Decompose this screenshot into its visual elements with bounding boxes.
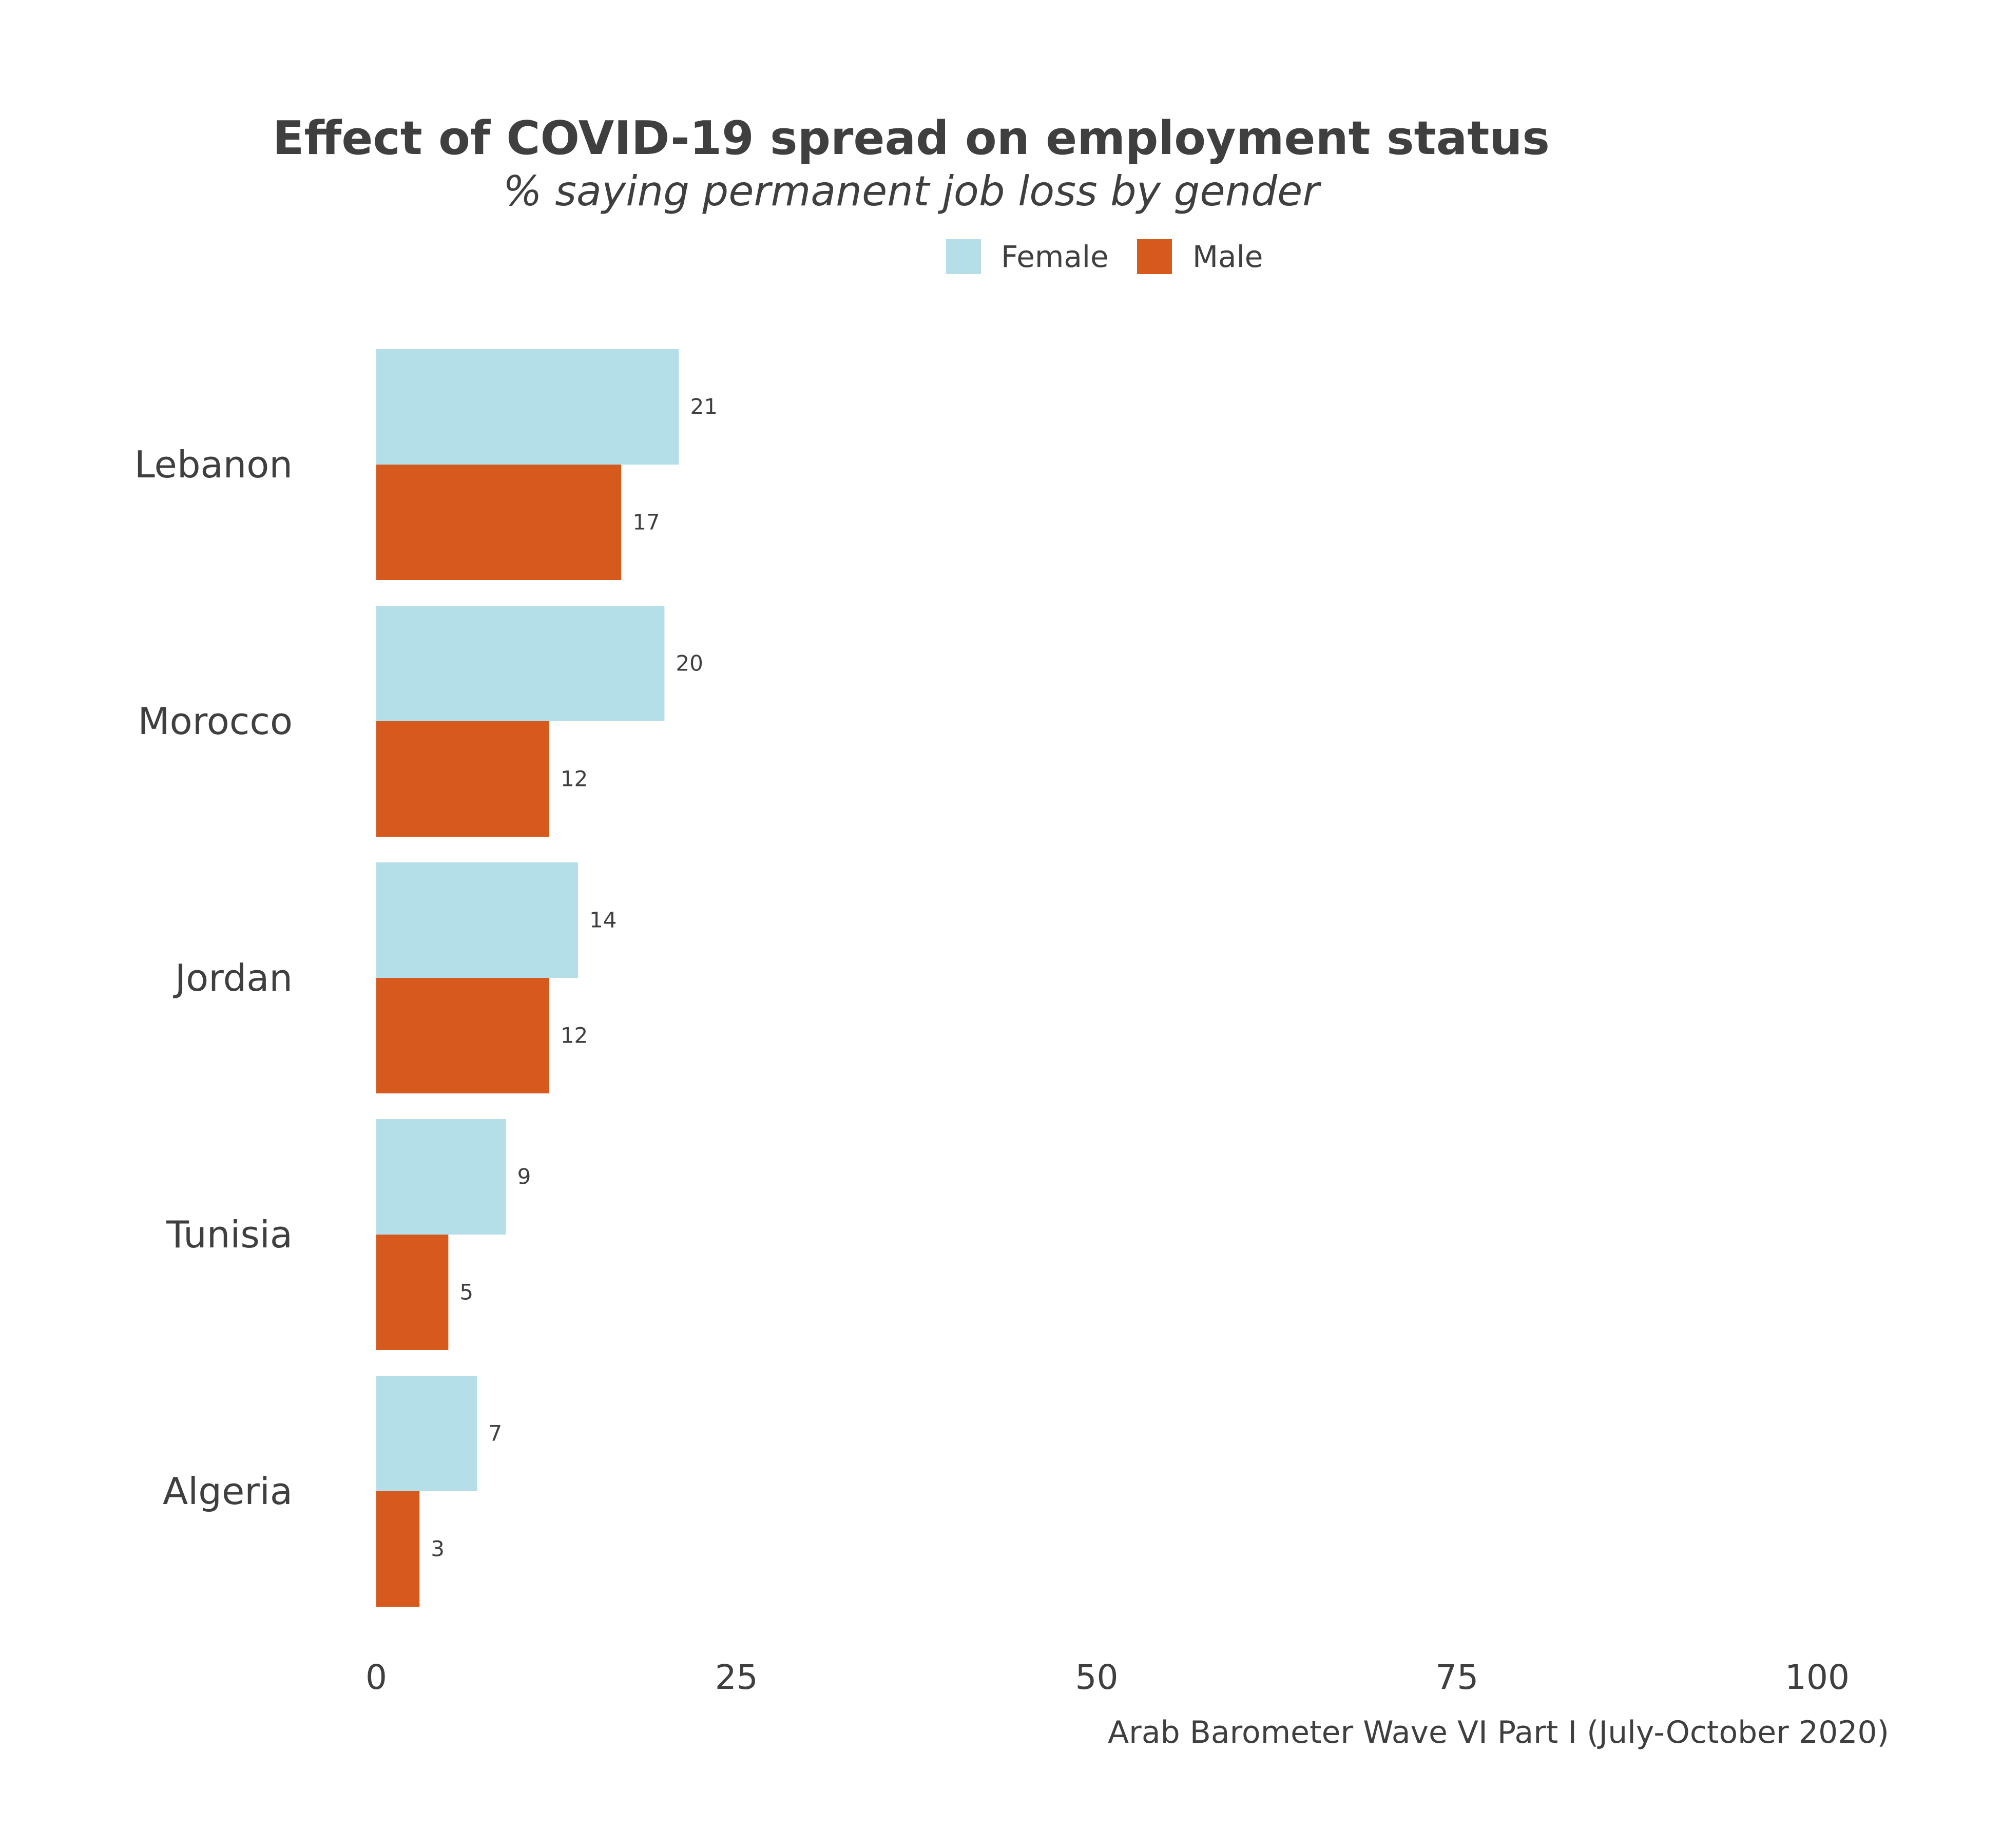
category-label-tunisia: Tunisia bbox=[166, 1213, 293, 1256]
data-label-algeria-male: 3 bbox=[431, 1536, 445, 1562]
data-label-tunisia-female: 9 bbox=[517, 1164, 531, 1189]
category-label-algeria: Algeria bbox=[163, 1470, 293, 1513]
bar-jordan-female bbox=[376, 862, 578, 978]
plot-area: Lebanon 21 17 Morocco 20 12 Jordan 14 12 Tunisia 9… bbox=[134, 349, 718, 1607]
x-tick-label-100: 100 bbox=[1785, 1658, 1850, 1697]
x-tick-label-0: 0 bbox=[365, 1658, 387, 1697]
data-label-morocco-female: 20 bbox=[676, 651, 703, 676]
bar-jordan-male bbox=[376, 978, 549, 1093]
x-tick-label-25: 25 bbox=[715, 1658, 758, 1697]
legend-swatch-male bbox=[1137, 239, 1172, 274]
bar-morocco-male bbox=[376, 721, 549, 837]
legend-label-female: Female bbox=[1001, 239, 1109, 274]
legend: Female Male bbox=[946, 239, 1263, 274]
bar-morocco-female bbox=[376, 606, 665, 721]
category-label-jordan: Jordan bbox=[173, 956, 293, 999]
chart-caption: Arab Barometer Wave VI Part I (July-Octo… bbox=[1108, 1715, 1889, 1750]
x-tick-label-50: 50 bbox=[1075, 1658, 1119, 1697]
bar-lebanon-female bbox=[376, 349, 679, 465]
data-label-jordan-male: 12 bbox=[561, 1023, 588, 1048]
x-axis: 0 25 50 75 100 bbox=[365, 1658, 1850, 1697]
chart-title: Effect of COVID-19 spread on employment … bbox=[273, 111, 1550, 165]
bar-lebanon-male bbox=[376, 465, 622, 580]
data-label-tunisia-male: 5 bbox=[459, 1280, 473, 1305]
data-label-algeria-female: 7 bbox=[488, 1421, 502, 1446]
data-label-lebanon-male: 17 bbox=[632, 510, 660, 535]
category-label-lebanon: Lebanon bbox=[134, 443, 293, 486]
bar-tunisia-male bbox=[376, 1235, 449, 1350]
data-label-jordan-female: 14 bbox=[589, 908, 617, 933]
legend-swatch-female bbox=[946, 239, 981, 274]
chart-subtitle: % saying permanent job loss by gender bbox=[503, 167, 1322, 215]
data-label-lebanon-female: 21 bbox=[690, 394, 717, 419]
bar-algeria-male bbox=[376, 1491, 420, 1607]
category-label-morocco: Morocco bbox=[138, 700, 293, 743]
legend-label-male: Male bbox=[1192, 239, 1263, 274]
x-tick-label-75: 75 bbox=[1435, 1658, 1478, 1697]
data-label-morocco-male: 12 bbox=[561, 766, 588, 792]
bar-algeria-female bbox=[376, 1376, 477, 1491]
bar-tunisia-female bbox=[376, 1119, 506, 1235]
